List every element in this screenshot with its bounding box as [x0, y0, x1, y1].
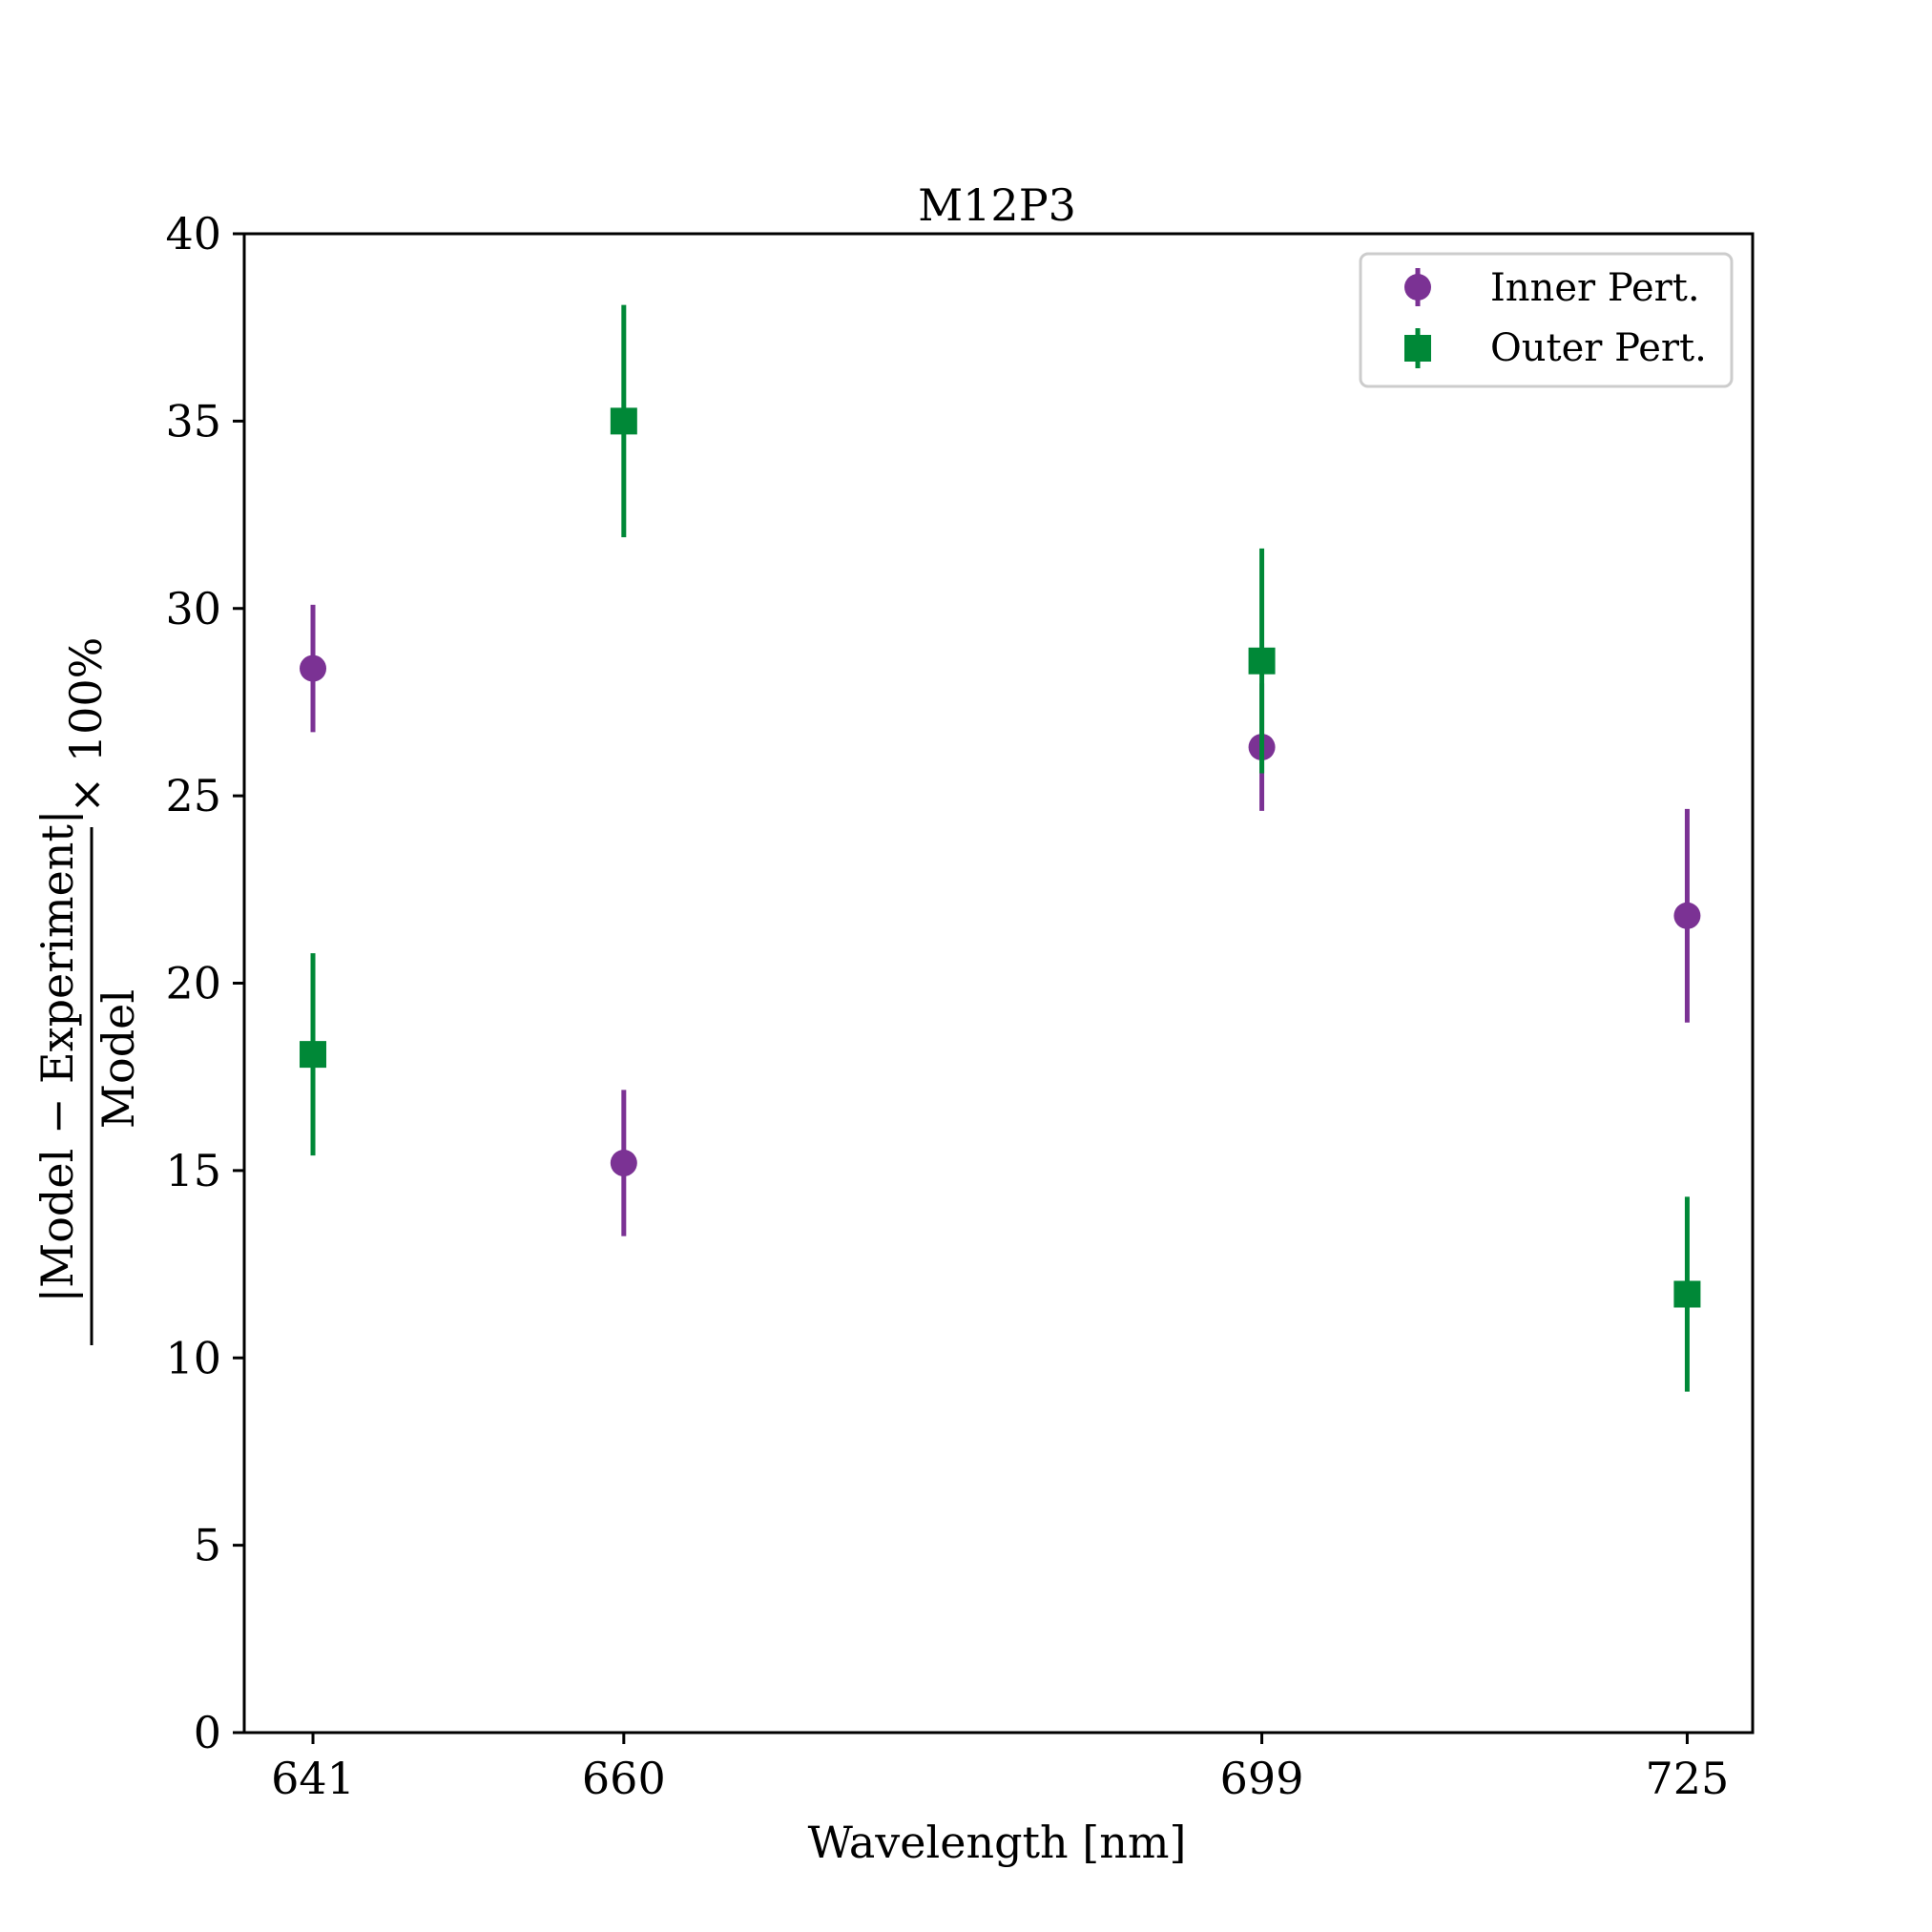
y-axis-label-denominator: Model: [93, 989, 144, 1129]
point-outer-641: [300, 1041, 327, 1069]
point-outer-660: [610, 407, 637, 435]
y-tick-label-40: 40: [165, 208, 221, 260]
plot-area-frame: [242, 232, 1755, 1735]
point-inner-660: [610, 1150, 637, 1177]
point-outer-725: [1673, 1280, 1701, 1308]
legend: Inner Pert. Outer Pert.: [1359, 252, 1734, 388]
x-tick-label-641: 641: [271, 1753, 355, 1804]
x-tick-label-660: 660: [582, 1753, 666, 1804]
series-inner-pert: [300, 604, 1701, 1236]
y-tick-label-0: 0: [194, 1707, 221, 1758]
y-axis-label-suffix: × 100%: [60, 637, 112, 814]
legend-outer-label: Outer Pert.: [1490, 326, 1707, 370]
point-inner-641: [300, 654, 327, 682]
y-tick-label-10: 10: [165, 1332, 221, 1383]
legend-box: [1359, 252, 1734, 388]
y-tick-label-5: 5: [194, 1520, 221, 1571]
y-tick-label-30: 30: [165, 583, 221, 634]
legend-outer-marker: [1404, 335, 1431, 362]
legend-inner-label: Inner Pert.: [1490, 266, 1700, 310]
series-outer-pert: [300, 304, 1701, 1392]
point-outer-699: [1248, 647, 1276, 675]
y-tick-label-20: 20: [165, 958, 221, 1009]
x-tick-label-725: 725: [1646, 1753, 1730, 1804]
x-axis-label: Wavelength [nm]: [808, 1817, 1187, 1868]
chart-title: M12P3: [918, 179, 1076, 231]
point-inner-725: [1673, 902, 1701, 929]
y-tick-label-15: 15: [165, 1145, 221, 1196]
y-tick-label-35: 35: [165, 395, 221, 447]
y-tick-label-25: 25: [165, 770, 221, 821]
plot-marks: [300, 304, 1701, 1392]
legend-inner-marker: [1404, 274, 1431, 301]
y-axis-label: |Model − Experiment| Model × 100%: [31, 637, 144, 1345]
y-axis-label-numerator: |Model − Experiment|: [31, 810, 83, 1303]
axis-ticks: 641 660 699 725 0 5 10 15 20 25 30 35 40: [165, 208, 1729, 1804]
x-tick-label-699: 699: [1220, 1753, 1304, 1804]
